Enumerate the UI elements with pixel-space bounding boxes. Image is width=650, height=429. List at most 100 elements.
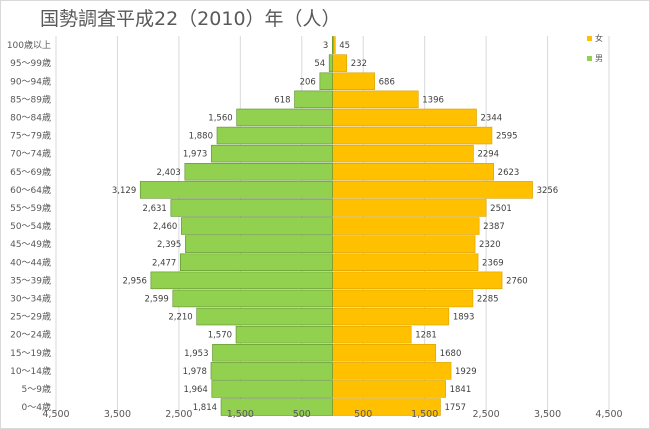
- label-female-15: 1893: [453, 313, 475, 323]
- bar-male-18: [210, 362, 333, 380]
- category-label-4: 80～84歳: [10, 111, 51, 123]
- bar-male-17: [212, 343, 333, 362]
- legend-swatch-1: [587, 56, 592, 61]
- bar-male-8: [139, 181, 333, 199]
- label-female-10: 2387: [483, 222, 505, 232]
- bar-male-14: [172, 289, 333, 308]
- category-label-15: 25～29歳: [10, 311, 51, 323]
- category-label-19: 5～9歳: [22, 383, 51, 395]
- x-tick-label-1: 3,500: [104, 409, 131, 420]
- bar-female-8: [332, 181, 533, 199]
- label-female-1: 232: [351, 59, 367, 69]
- bar-male-9: [170, 199, 333, 217]
- bar-female-2: [332, 72, 375, 91]
- label-female-9: 2501: [490, 204, 512, 214]
- category-label-8: 60～64歳: [10, 184, 51, 196]
- category-label-9: 55～59歳: [10, 202, 51, 214]
- bar-female-14: [332, 289, 474, 308]
- bar-male-0: [332, 36, 334, 54]
- label-male-12: 2,477: [152, 258, 176, 268]
- x-tick-label-9: 4,500: [595, 409, 622, 420]
- category-label-13: 35～39歳: [10, 274, 51, 286]
- bar-female-16: [332, 325, 412, 344]
- label-male-11: 2,395: [157, 240, 181, 250]
- bar-male-6: [210, 144, 333, 163]
- label-male-17: 1,953: [184, 349, 208, 359]
- bar-female-17: [332, 343, 437, 362]
- bar-male-16: [235, 325, 333, 344]
- x-tick-label-6: 1,500: [411, 409, 438, 420]
- x-tick-label-4: 500: [293, 409, 311, 420]
- bar-male-15: [196, 307, 333, 326]
- label-female-5: 2595: [496, 132, 518, 142]
- label-female-4: 2344: [481, 113, 503, 123]
- bar-female-18: [332, 362, 452, 380]
- x-tick-label-2: 2,500: [165, 409, 192, 420]
- x-tick-label-5: 500: [354, 409, 372, 420]
- bar-male-19: [211, 380, 333, 398]
- legend: 女男: [587, 33, 603, 63]
- bar-female-15: [332, 307, 450, 326]
- label-male-7: 2,403: [157, 168, 181, 178]
- label-male-5: 1,880: [189, 132, 213, 142]
- label-female-8: 3256: [537, 186, 559, 196]
- category-label-10: 50～54歳: [10, 220, 51, 232]
- bar-male-5: [216, 126, 333, 145]
- label-female-19: 1841: [450, 385, 472, 395]
- label-male-16: 1,570: [208, 331, 232, 341]
- label-female-17: 1680: [440, 349, 462, 359]
- label-female-13: 2760: [506, 276, 528, 286]
- legend-label-0: 女: [595, 33, 603, 43]
- label-male-9: 2,631: [142, 204, 166, 214]
- label-female-7: 2623: [498, 168, 520, 178]
- category-axis: 100歳以上 95～99歳 90～94歳 85～89歳 80～84歳 75～79歳 70～7…: [7, 39, 51, 413]
- legend-swatch-0: [587, 36, 592, 41]
- label-male-10: 2,460: [153, 222, 177, 232]
- bar-male-1: [328, 54, 333, 72]
- bar-male-12: [180, 253, 333, 272]
- bar-female-1: [332, 54, 348, 72]
- bar-male-4: [236, 108, 333, 127]
- label-male-8: 3,129: [112, 186, 136, 196]
- category-label-11: 45～49歳: [10, 238, 51, 250]
- bar-female-6: [332, 144, 474, 163]
- bar-female-10: [332, 217, 480, 235]
- category-label-16: 20～24歳: [10, 329, 51, 341]
- value-axis: 4,500 3,500 2,500 1,500 500 500 1,500 2,500 3,50…: [42, 409, 622, 420]
- x-tick-label-7: 2,500: [473, 409, 500, 420]
- label-male-13: 2,956: [123, 276, 147, 286]
- bar-male-2: [319, 72, 333, 91]
- x-tick-label-0: 4,500: [42, 409, 69, 420]
- label-female-0: 45: [339, 41, 350, 51]
- category-label-17: 15～19歳: [10, 347, 51, 359]
- legend-label-1: 男: [595, 54, 603, 63]
- category-label-1: 95～99歳: [10, 57, 51, 69]
- label-female-12: 2369: [482, 258, 504, 268]
- category-label-18: 10～14歳: [10, 365, 51, 377]
- bars: [139, 36, 533, 416]
- label-male-0: 3: [323, 41, 328, 51]
- label-male-14: 2,599: [144, 294, 168, 304]
- bar-female-4: [332, 108, 477, 127]
- category-label-20: 0～4歳: [22, 401, 51, 413]
- label-male-19: 1,964: [183, 385, 207, 395]
- chart-title: 国勢調査平成22（2010）年（人）: [40, 8, 341, 30]
- bar-female-12: [332, 253, 479, 272]
- label-female-11: 2320: [479, 240, 501, 250]
- bar-male-13: [150, 271, 333, 290]
- category-label-2: 90～94歳: [10, 75, 51, 87]
- bar-female-9: [332, 199, 487, 217]
- label-female-6: 2294: [477, 150, 499, 160]
- category-label-7: 65～69歳: [10, 166, 51, 178]
- label-male-4: 1,560: [208, 113, 232, 123]
- label-male-1: 54: [314, 59, 325, 69]
- category-label-0: 100歳以上: [7, 39, 51, 51]
- bar-female-5: [332, 126, 493, 145]
- category-label-6: 70～74歳: [10, 148, 51, 160]
- label-male-2: 206: [300, 77, 316, 87]
- category-label-3: 85～89歳: [10, 93, 51, 105]
- label-male-15: 2,210: [168, 313, 192, 323]
- bar-female-19: [332, 380, 446, 398]
